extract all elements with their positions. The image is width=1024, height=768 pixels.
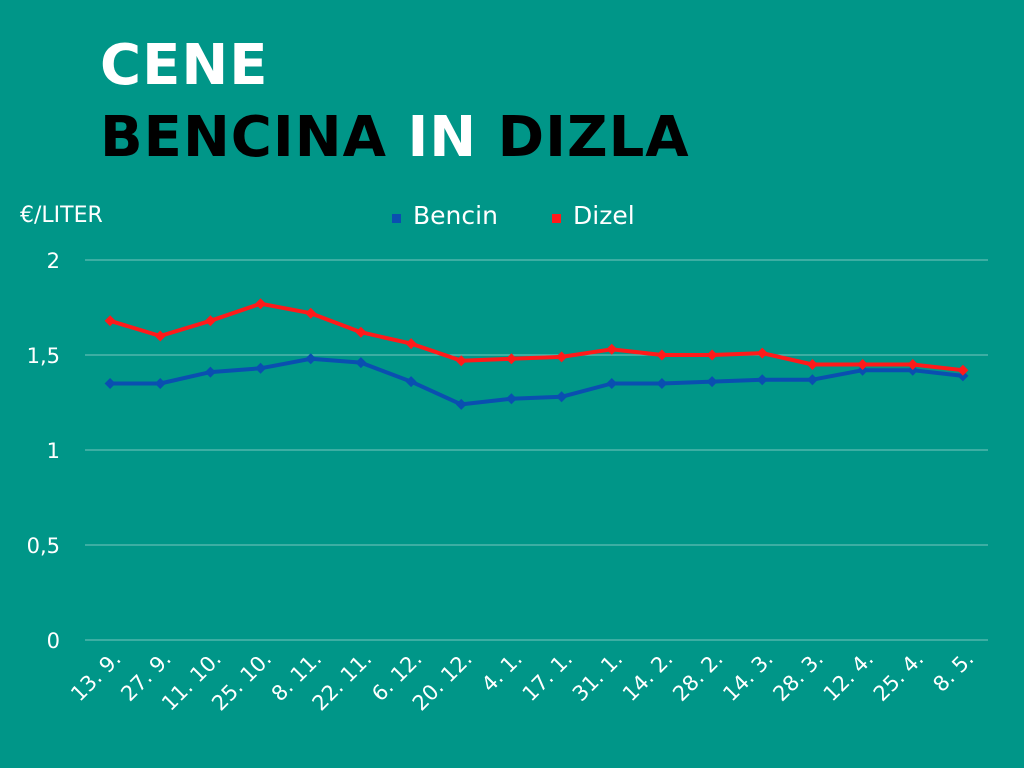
data-point-dizel bbox=[305, 307, 317, 319]
x-tick-label: 13. 9. bbox=[66, 647, 125, 706]
x-tick-label: 14. 3. bbox=[718, 647, 777, 706]
data-point-dizel bbox=[606, 343, 618, 355]
data-point-bencin bbox=[656, 378, 668, 389]
x-tick-label: 28. 2. bbox=[668, 647, 727, 706]
legend-swatch-bencin bbox=[392, 214, 401, 223]
x-tick-label: 25. 4. bbox=[869, 647, 928, 706]
data-point-dizel bbox=[806, 359, 818, 370]
data-point-bencin bbox=[505, 393, 517, 405]
x-tick-label: 17. 1. bbox=[518, 647, 577, 706]
data-point-bencin bbox=[305, 353, 317, 365]
data-point-dizel bbox=[857, 359, 869, 370]
data-point-bencin bbox=[606, 378, 618, 389]
data-point-dizel bbox=[556, 351, 568, 363]
data-point-dizel bbox=[255, 298, 267, 310]
data-point-dizel bbox=[104, 315, 116, 327]
data-point-dizel bbox=[656, 349, 668, 361]
data-point-bencin bbox=[154, 378, 166, 389]
legend-label-dizel: Dizel bbox=[573, 201, 635, 230]
y-tick-label: 0,5 bbox=[27, 534, 60, 558]
data-point-bencin bbox=[455, 398, 467, 410]
legend-label-bencin: Bencin bbox=[413, 201, 498, 230]
legend-item-dizel: Dizel bbox=[552, 201, 635, 235]
y-tick-label: 2 bbox=[47, 249, 60, 273]
series-line-bencin bbox=[110, 356, 964, 407]
data-point-dizel bbox=[355, 326, 367, 338]
data-point-dizel bbox=[957, 364, 969, 376]
data-point-bencin bbox=[706, 376, 718, 388]
title-in: IN bbox=[407, 105, 478, 170]
data-point-bencin bbox=[355, 357, 367, 369]
title-line-2: BENCINA IN DIZLA bbox=[100, 110, 690, 166]
data-point-bencin bbox=[806, 374, 818, 386]
data-point-bencin bbox=[204, 366, 216, 378]
series-line-dizel bbox=[109, 301, 964, 373]
data-point-bencin bbox=[405, 376, 417, 388]
data-point-dizel bbox=[204, 315, 216, 327]
data-point-dizel bbox=[907, 359, 919, 370]
title-bencina: BENCINA bbox=[100, 105, 387, 170]
data-point-dizel bbox=[505, 353, 517, 365]
y-tick-label: 1 bbox=[47, 439, 60, 463]
y-axis-label: €/LITER bbox=[20, 203, 103, 228]
data-point-dizel bbox=[455, 355, 467, 367]
x-tick-label: 31. 1. bbox=[568, 647, 627, 706]
y-tick-label: 1,5 bbox=[27, 344, 60, 368]
data-point-bencin bbox=[957, 370, 969, 382]
data-point-bencin bbox=[556, 391, 568, 403]
y-tick-label: 0 bbox=[47, 629, 60, 653]
legend: Bencin Dizel bbox=[392, 201, 635, 235]
x-tick-label: 12. 4. bbox=[819, 647, 878, 706]
data-point-bencin bbox=[857, 364, 869, 376]
x-tick-label: 28. 3. bbox=[768, 647, 827, 706]
data-point-dizel bbox=[405, 338, 417, 350]
legend-swatch-dizel bbox=[552, 214, 561, 223]
data-point-bencin bbox=[756, 374, 768, 386]
data-point-bencin bbox=[104, 378, 116, 389]
data-point-bencin bbox=[255, 362, 267, 374]
legend-item-bencin: Bencin bbox=[392, 201, 542, 235]
title-dizla: DIZLA bbox=[497, 105, 690, 170]
data-point-bencin bbox=[907, 364, 919, 376]
x-tick-label: 8. 5. bbox=[928, 647, 978, 697]
title-line-1: CENE bbox=[100, 33, 269, 98]
data-point-dizel bbox=[154, 330, 166, 342]
data-point-dizel bbox=[756, 347, 768, 359]
data-point-dizel bbox=[706, 349, 718, 361]
x-tick-label: 14. 2. bbox=[618, 647, 677, 706]
